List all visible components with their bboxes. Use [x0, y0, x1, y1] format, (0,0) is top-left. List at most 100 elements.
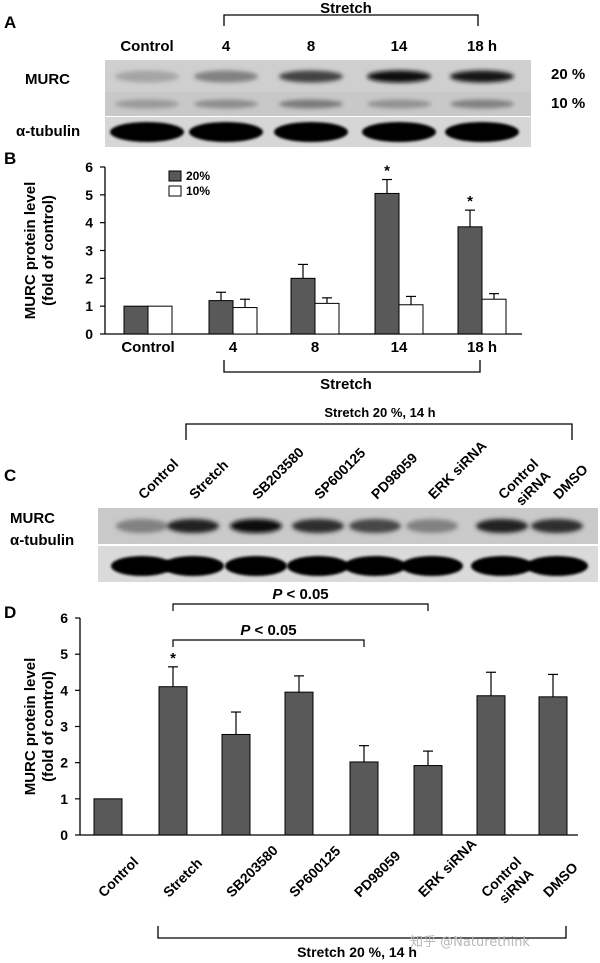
x-category-label: 8: [311, 339, 319, 356]
panel-c-row-labels: MURC α-tubulin: [10, 510, 74, 549]
panel-a-band: [110, 122, 184, 142]
panel-c-band: [162, 556, 224, 576]
panel-c-lane-label-line: DMSO: [550, 461, 591, 502]
x-category-label: 14: [391, 339, 408, 356]
panel-c-band: [476, 519, 528, 533]
panel-c-letter: C: [4, 466, 16, 485]
panel-a-row-label-murc: MURC: [25, 71, 70, 88]
panel-a-blots: [105, 60, 531, 147]
panel-c-band: [230, 519, 282, 533]
panel-c-band: [344, 556, 406, 576]
panel-c-lane-label: DMSO: [550, 461, 591, 502]
panel-c-band: [406, 519, 458, 533]
panel-c-lane-label-line: Stretch: [186, 457, 231, 502]
bar: [538, 696, 568, 836]
x-category-label-line: DMSO: [540, 859, 581, 900]
panel-a-band: [279, 99, 343, 109]
x-category-label: ControlsiRNA: [478, 853, 537, 912]
x-category-label: DMSO: [540, 859, 581, 900]
y-axis-label: MURC protein level(fold of control): [22, 658, 57, 796]
panel-c-row-label-murc: MURC: [10, 510, 55, 527]
y-tick-label: 6: [60, 610, 68, 626]
watermark: 知乎 @Naturethink: [410, 934, 530, 950]
p-value-label: P < 0.05: [272, 586, 328, 603]
x-category-label-line: ERK siRNA: [415, 835, 480, 900]
panel-a-row-label-tubulin: α-tubulin: [16, 123, 80, 140]
panel-c-lane-label-line: SP600125: [311, 444, 369, 502]
panel-a-band: [445, 122, 519, 142]
panel-d: D 0 1 2 3 4 5 6 MURC protein level(fold of cont…: [4, 586, 581, 960]
panel-c-lane-label-line: PD98059: [368, 449, 421, 502]
panel-c-lane-label: SP600125: [311, 444, 369, 502]
panel-c-lane-label: SB203580: [249, 444, 307, 502]
stretch-bracket-label: Stretch: [320, 376, 372, 393]
panel-a-band: [194, 70, 258, 83]
panel-c-lane-label: ERK siRNA: [425, 437, 490, 502]
panel-c-blots: [98, 508, 598, 582]
panel-a-lane-label: 18 h: [467, 38, 497, 55]
panel-c-band: [349, 519, 401, 533]
panel-a-lane-label: 14: [391, 38, 408, 55]
y-tick-label: 2: [60, 755, 68, 771]
x-category-label: Stretch: [160, 855, 205, 900]
y-axis-label-line: MURC protein level: [22, 658, 39, 796]
significance-mark: *: [467, 193, 473, 210]
p-value-label-p: P: [240, 622, 251, 639]
panel-c-lane-label-line: Control: [135, 456, 182, 503]
panel-c-band: [292, 519, 344, 533]
panel-c-band: [531, 519, 583, 533]
x-category-label: Control: [95, 854, 142, 901]
panel-c-lane-label: Control: [135, 456, 182, 503]
p-value-label-p: P: [272, 586, 283, 603]
x-category-label: SB203580: [223, 842, 281, 900]
x-category-label-line: SB203580: [223, 842, 281, 900]
panel-c-lane-label-line: ERK siRNA: [425, 437, 490, 502]
panel-a-condition-10: 10 %: [551, 95, 585, 112]
p-value-label-rest: < 0.05: [250, 622, 296, 639]
panel-c-band: [401, 556, 463, 576]
significance-mark: *: [384, 163, 390, 180]
bar: [93, 798, 123, 836]
y-axis-label-line: (fold of control): [40, 671, 57, 782]
panel-a-lane-label: 8: [307, 38, 315, 55]
x-category-label: 18 h: [467, 339, 497, 356]
panel-b: B 0 1 2 3 4 5 6 MURC protein level(fold of cont…: [4, 149, 522, 393]
panel-a: A Stretch Control 4 8 14 18 h MURC α-tubulin 2…: [4, 0, 585, 147]
x-category-label: ERK siRNA: [415, 835, 480, 900]
x-category-label: 4: [229, 339, 238, 356]
legend-label: 20%: [186, 169, 210, 183]
bar: [232, 307, 258, 335]
panel-a-lane-label: 4: [222, 38, 231, 55]
panel-a-band: [367, 99, 431, 109]
y-axis-label-line: (fold of control): [40, 195, 57, 306]
x-category-label: PD98059: [351, 847, 404, 900]
panel-a-band: [367, 70, 431, 83]
significance-mark: *: [170, 650, 176, 667]
panel-c-lane-label: Stretch: [186, 457, 231, 502]
stretch-bracket-label: Stretch 20 %, 14 h: [297, 944, 417, 960]
legend-swatch: [168, 170, 182, 182]
x-category-label-line: Control: [95, 854, 142, 901]
panel-a-lane-labels: Control 4 8 14 18 h: [120, 38, 497, 55]
x-category-label: SP600125: [286, 842, 344, 900]
panel-a-row-labels: MURC α-tubulin 20 % 10 %: [16, 66, 585, 140]
panel-c-header-bracket: [185, 423, 573, 440]
y-tick-label: 1: [85, 298, 93, 314]
y-tick-label: 4: [85, 215, 93, 231]
x-category-label-line: SP600125: [286, 842, 344, 900]
legend-label: 10%: [186, 184, 210, 198]
panel-a-stretch-bracket: [223, 14, 479, 26]
bar: [221, 733, 251, 836]
bar: [158, 686, 188, 836]
panel-c-band: [526, 556, 588, 576]
y-tick-label: 0: [85, 326, 93, 342]
panel-a-lane-label: Control: [120, 38, 173, 55]
bar: [123, 305, 149, 335]
bar: [208, 300, 234, 335]
y-tick-label: 1: [60, 791, 68, 807]
panel-c-lane-label: PD98059: [368, 449, 421, 502]
panel-a-band: [274, 122, 348, 142]
y-tick-label: 3: [60, 719, 68, 735]
panel-c-band: [225, 556, 287, 576]
